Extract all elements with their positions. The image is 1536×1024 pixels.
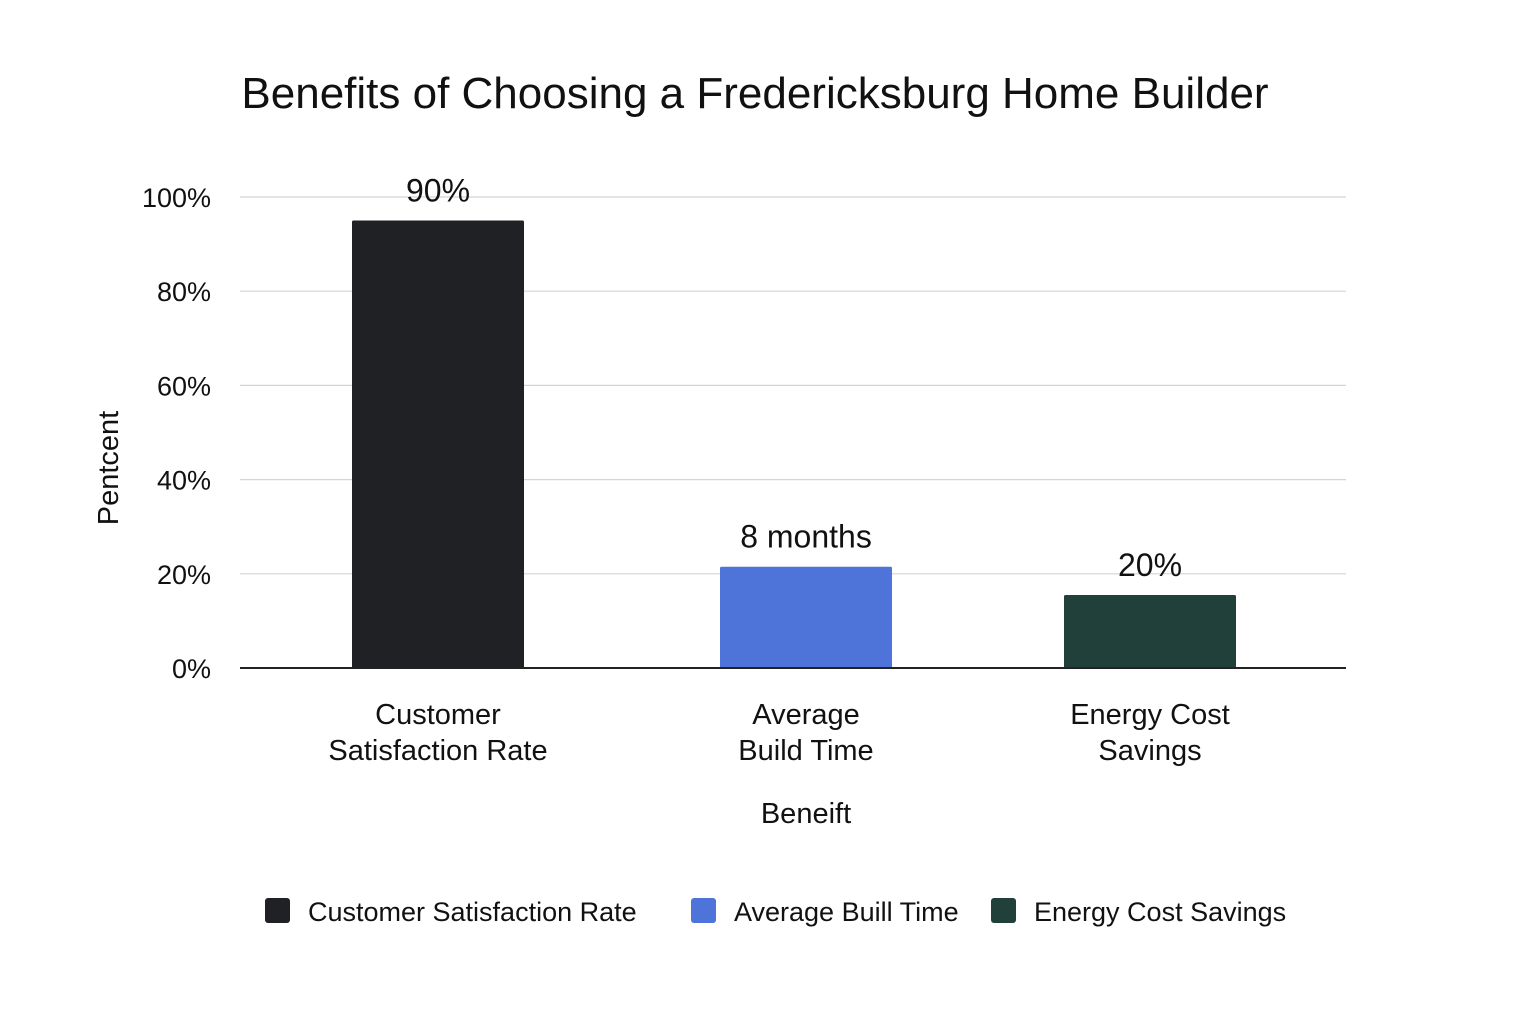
- legend-label: Customer Satisfaction Rate: [308, 897, 637, 927]
- bar-value-label: 20%: [1118, 547, 1182, 583]
- y-axis-ticks: 0% 20% 40% 60% 80% 100%: [142, 183, 211, 684]
- legend-swatch: [991, 898, 1016, 923]
- y-tick-label: 0%: [172, 654, 211, 684]
- x-category-label: Build Time: [738, 735, 873, 767]
- bar-value-label: 8 months: [740, 519, 872, 555]
- bar-0: [352, 220, 524, 669]
- x-axis-categories: Customer Satisfaction Rate Average Build Ti…: [328, 699, 1229, 767]
- x-category-label: Savings: [1098, 735, 1201, 767]
- bar-value-label: 90%: [406, 173, 470, 209]
- x-axis-title: Beneift: [761, 798, 851, 830]
- y-tick-label: 20%: [157, 560, 211, 590]
- y-tick-label: 60%: [157, 371, 211, 401]
- data-labels: 90% 8 months 20%: [406, 173, 1182, 583]
- bar-1: [720, 566, 892, 668]
- x-category-label: Energy Cost: [1070, 699, 1230, 731]
- x-category-label: Satisfaction Rate: [328, 735, 547, 767]
- legend-label: Energy Cost Savings: [1034, 897, 1286, 927]
- legend-item: Customer Satisfaction Rate: [265, 897, 637, 927]
- x-category-label: Average: [752, 699, 860, 731]
- legend-swatch: [691, 898, 716, 923]
- legend: Customer Satisfaction Rate Average Buill …: [265, 897, 1286, 927]
- chart-title: Benefits of Choosing a Fredericksburg Ho…: [241, 69, 1268, 118]
- legend-swatch: [265, 898, 290, 923]
- x-category-label: Customer: [375, 699, 501, 731]
- legend-label: Average Buill Time: [734, 897, 959, 927]
- y-axis-title: Pentcent: [93, 411, 125, 525]
- legend-item: Energy Cost Savings: [991, 897, 1286, 927]
- y-tick-label: 100%: [142, 183, 211, 213]
- y-tick-label: 40%: [157, 466, 211, 496]
- y-tick-label: 80%: [157, 277, 211, 307]
- bars: [352, 220, 1236, 669]
- legend-item: Average Buill Time: [691, 897, 959, 927]
- bar-2: [1064, 594, 1236, 668]
